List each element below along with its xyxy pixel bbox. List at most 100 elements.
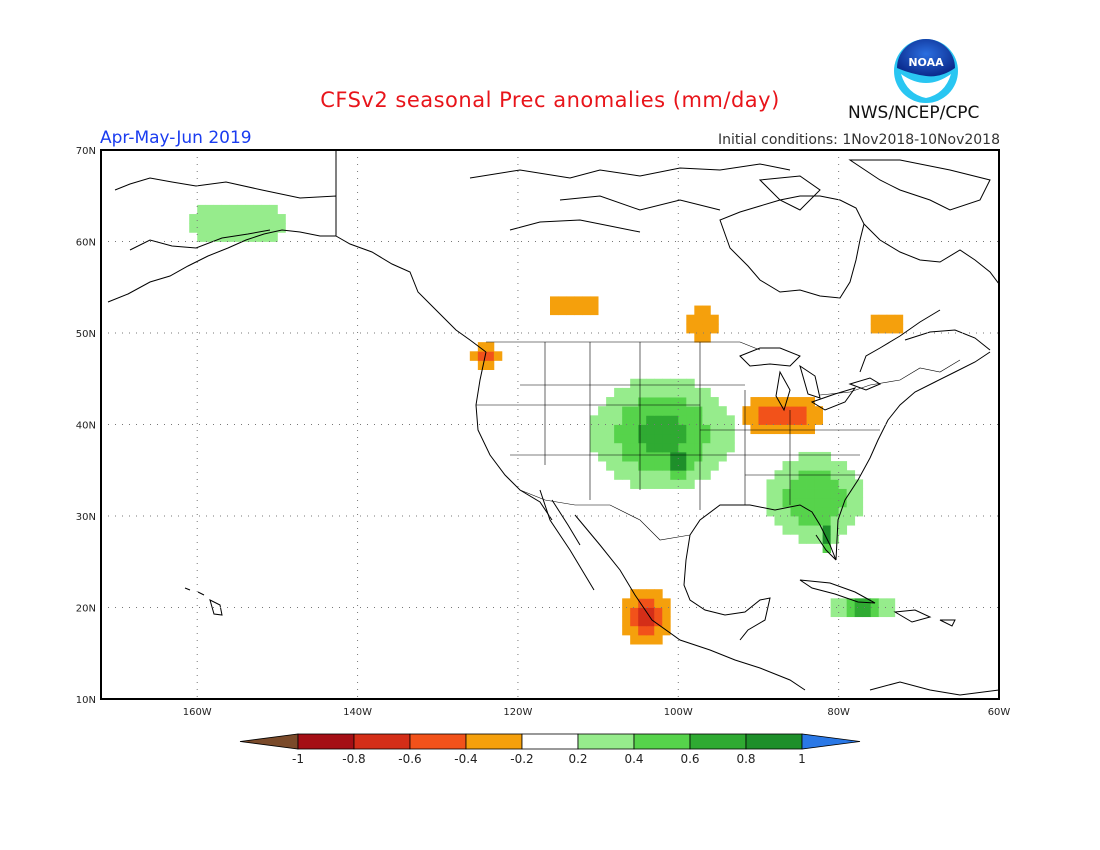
colorbar-swatch xyxy=(745,733,803,750)
anomaly-cell xyxy=(197,214,206,224)
anomaly-cell xyxy=(662,442,671,453)
anomaly-cell xyxy=(614,406,623,416)
anomaly-cell xyxy=(646,625,655,636)
anomaly-cell xyxy=(798,406,807,416)
anomaly-cell xyxy=(654,607,663,618)
anomaly-cell xyxy=(638,378,647,389)
anomaly-cell xyxy=(670,442,679,453)
anomaly-cell xyxy=(830,607,840,618)
anomaly-cell xyxy=(590,415,599,425)
anomaly-cell xyxy=(846,497,856,508)
anomaly-cell xyxy=(662,424,671,435)
anomaly-cell xyxy=(686,406,695,416)
anomaly-cell xyxy=(678,415,687,425)
anomaly-cell xyxy=(718,433,727,444)
anomaly-cell xyxy=(237,232,246,242)
anomaly-cell xyxy=(646,461,655,471)
anomaly-cell xyxy=(646,415,655,425)
anomaly-cell xyxy=(237,204,246,215)
anomaly-cell xyxy=(646,378,655,389)
anomaly-cell xyxy=(598,415,607,425)
anomaly-cell xyxy=(277,223,286,233)
anomaly-cell xyxy=(598,433,607,444)
anomaly-cell xyxy=(766,424,775,435)
anomaly-cell xyxy=(213,204,222,215)
anomaly-cell xyxy=(694,406,703,416)
anomaly-cell xyxy=(806,424,815,435)
anomaly-cell xyxy=(221,204,230,215)
anomaly-cell xyxy=(814,406,824,416)
anomaly-cell xyxy=(229,232,238,242)
anomaly-cell xyxy=(646,406,655,416)
anomaly-cell xyxy=(838,607,848,618)
anomaly-cell xyxy=(614,451,623,462)
anomaly-field xyxy=(189,204,904,645)
anomaly-cell xyxy=(782,415,791,425)
colorbar-label: -0.8 xyxy=(342,752,365,766)
anomaly-cell xyxy=(782,461,791,471)
anomaly-cell xyxy=(822,543,832,553)
anomaly-cell xyxy=(878,323,888,334)
anomaly-cell xyxy=(614,461,623,471)
anomaly-cell xyxy=(686,314,695,325)
anomaly-cell xyxy=(646,442,655,453)
anomaly-cell xyxy=(750,424,759,435)
anomaly-cell xyxy=(782,488,791,499)
lat-label: 20N xyxy=(76,604,96,615)
anomaly-cell xyxy=(830,479,840,489)
anomaly-cell xyxy=(550,296,559,306)
anomaly-cell xyxy=(638,461,647,471)
anomaly-cell xyxy=(854,497,864,508)
anomaly-cell xyxy=(606,433,615,444)
anomaly-cell xyxy=(806,516,815,526)
anomaly-cell xyxy=(878,607,888,618)
coastlines xyxy=(107,150,999,696)
anomaly-cell xyxy=(646,470,655,480)
anomaly-cell xyxy=(630,598,639,608)
anomaly-cell xyxy=(630,424,639,435)
anomaly-cell xyxy=(718,406,727,416)
colorbar-label: -0.2 xyxy=(510,752,533,766)
anomaly-cell xyxy=(694,433,703,444)
anomaly-cell xyxy=(614,415,623,425)
anomaly-cell xyxy=(670,397,679,407)
anomaly-cell xyxy=(702,433,711,444)
anomaly-cell xyxy=(678,461,687,471)
anomaly-cell xyxy=(702,305,711,316)
anomaly-cell xyxy=(630,387,639,398)
lon-label: 60W xyxy=(988,707,1011,718)
anomaly-cell xyxy=(269,232,278,242)
anomaly-cell xyxy=(654,625,663,636)
anomaly-cell xyxy=(221,214,230,224)
anomaly-cell xyxy=(830,461,840,471)
anomaly-cell xyxy=(670,479,679,489)
anomaly-cell xyxy=(614,424,623,435)
anomaly-cell xyxy=(485,342,495,352)
anomaly-cell xyxy=(622,433,631,444)
anomaly-cell xyxy=(662,479,671,489)
anomaly-cell xyxy=(814,461,824,471)
anomaly-cell xyxy=(798,534,807,544)
anomaly-cell xyxy=(782,506,791,517)
anomaly-cell xyxy=(606,406,615,416)
lat-label: 70N xyxy=(76,146,96,157)
colorbar-label: 0.4 xyxy=(624,752,643,766)
anomaly-cell xyxy=(798,397,807,407)
anomaly-cell xyxy=(598,406,607,416)
anomaly-cell xyxy=(694,314,703,325)
anomaly-cell xyxy=(189,214,198,224)
anomaly-cell xyxy=(838,506,848,517)
anomaly-cell xyxy=(782,497,791,508)
anomaly-cell xyxy=(678,479,687,489)
anomaly-cell xyxy=(710,424,719,435)
anomaly-cell xyxy=(558,305,567,316)
anomaly-cell xyxy=(694,424,703,435)
anomaly-cell xyxy=(750,397,759,407)
anomaly-cell xyxy=(245,232,254,242)
anomaly-cell xyxy=(782,424,791,435)
colorbar-swatch xyxy=(521,733,579,750)
anomaly-cell xyxy=(622,397,631,407)
anomaly-cell xyxy=(694,387,703,398)
anomaly-cell xyxy=(742,415,751,425)
anomaly-cell xyxy=(798,488,807,499)
